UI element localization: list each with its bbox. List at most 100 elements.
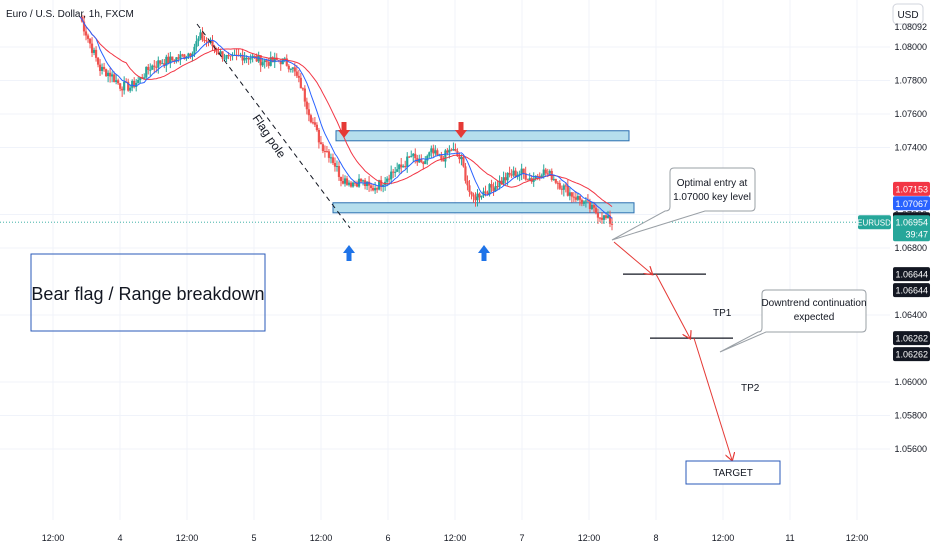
- down-arrow-icon: [455, 122, 467, 138]
- entry-callout: Optimal entry at 1.07000 key level: [611, 167, 756, 241]
- price-tick: 1.06000: [894, 377, 927, 387]
- candle-body: [337, 166, 341, 177]
- candle-body: [590, 204, 594, 209]
- candle-body: [335, 166, 339, 168]
- candle-body: [84, 31, 88, 36]
- candle: [372, 183, 375, 192]
- price-tick: 1.07600: [894, 109, 927, 119]
- candle-body: [325, 151, 329, 153]
- candle: [201, 27, 204, 42]
- entry-note-line2: 1.07000 key level: [673, 192, 751, 203]
- candle-body: [412, 153, 415, 156]
- candle-body: [388, 178, 391, 180]
- candle-body: [117, 80, 120, 84]
- candle-body: [327, 151, 331, 158]
- candle: [434, 145, 437, 156]
- candle-body: [269, 57, 272, 66]
- candle: [574, 191, 577, 203]
- candle-body: [181, 54, 184, 56]
- candle-body: [135, 82, 138, 87]
- candle-body: [552, 178, 555, 180]
- candle: [376, 186, 379, 193]
- candle: [273, 52, 276, 69]
- candle: [424, 156, 427, 165]
- candle: [564, 182, 567, 193]
- candle-body: [570, 192, 573, 197]
- candle-body: [299, 77, 302, 89]
- candle-body: [123, 81, 126, 91]
- candle-body: [600, 217, 604, 220]
- candle: [394, 166, 397, 177]
- candle-body: [534, 175, 537, 179]
- candle-body: [263, 60, 266, 63]
- candle-body: [508, 172, 511, 175]
- candle-body: [500, 180, 503, 184]
- currency-button[interactable]: [892, 3, 924, 25]
- time-axis[interactable]: 12:00 4 12:00 5 12:00 6 12:00 7 12:00 8 12:00 11 12:…: [0, 521, 890, 550]
- time-tick: 5: [251, 533, 256, 543]
- time-tick: 4: [117, 533, 122, 543]
- target-label: TARGET: [713, 468, 753, 479]
- candle-body: [367, 181, 371, 186]
- candle: [333, 157, 337, 172]
- candle-body: [504, 177, 507, 181]
- slow-ma-line: [79, 16, 613, 207]
- candle: [382, 183, 385, 193]
- candle: [331, 153, 335, 165]
- candle: [104, 68, 108, 77]
- projection-arrow-1: [613, 241, 652, 274]
- candle: [169, 51, 172, 69]
- candle-body: [191, 53, 194, 57]
- candle: [84, 26, 88, 41]
- candle-body: [283, 58, 286, 60]
- candle-body: [271, 57, 274, 63]
- candle: [412, 153, 415, 162]
- candle-body: [410, 155, 413, 157]
- candle-body: [542, 169, 545, 176]
- candle: [149, 63, 152, 76]
- candle: [231, 52, 234, 61]
- time-tick: 12:00: [42, 533, 65, 543]
- candle-body: [94, 49, 98, 58]
- candle-body: [165, 56, 168, 66]
- candle-body: [159, 60, 162, 64]
- candle-body: [440, 154, 443, 160]
- candle-body: [586, 200, 590, 202]
- candle-body: [396, 169, 399, 172]
- candle-body: [163, 63, 166, 66]
- candle-body: [422, 162, 425, 165]
- candle-body: [518, 173, 521, 175]
- candle: [496, 180, 499, 191]
- candle: [582, 200, 585, 207]
- candle-body: [295, 71, 298, 76]
- price-badge-bg: [893, 267, 930, 282]
- candle-body: [167, 56, 170, 64]
- candle: [179, 50, 182, 66]
- candle-body: [498, 180, 501, 187]
- candle: [113, 71, 116, 83]
- candle: [602, 215, 606, 224]
- candle-body: [267, 61, 270, 66]
- candle: [319, 135, 323, 145]
- candle-body: [608, 215, 612, 224]
- candle-body: [88, 38, 92, 44]
- candle-body: [528, 178, 531, 181]
- candle: [367, 176, 371, 192]
- candle-body: [536, 175, 539, 177]
- candle-body: [374, 188, 377, 191]
- candle-body: [596, 213, 600, 218]
- candle: [187, 52, 190, 60]
- candle: [117, 78, 120, 85]
- candle-body: [127, 81, 130, 91]
- candle-body: [104, 69, 108, 77]
- candle: [508, 166, 511, 178]
- price-axis[interactable]: USD 1.08092 1.08000 1.07800 1.07600 1.07400 1…: [857, 0, 932, 550]
- candle: [600, 212, 604, 224]
- candle-body: [227, 55, 230, 57]
- price-badge-bg: [893, 283, 930, 298]
- candle-body: [155, 66, 158, 68]
- candle: [129, 84, 132, 93]
- candle-body: [219, 51, 222, 55]
